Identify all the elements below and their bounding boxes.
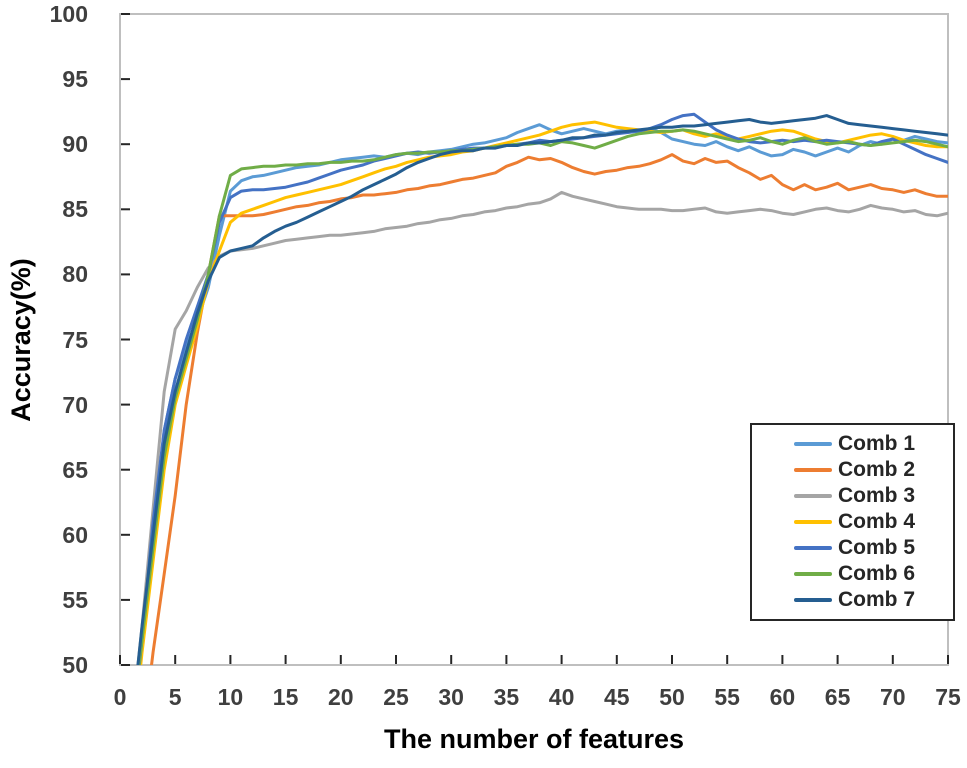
legend-swatch <box>794 598 832 602</box>
x-tick-label: 30 <box>438 684 464 710</box>
y-tick-label: 95 <box>62 66 88 93</box>
x-tick-label: 10 <box>217 684 244 710</box>
y-tick-label: 90 <box>62 131 88 158</box>
legend-item-comb-2: Comb 2 <box>794 457 953 483</box>
legend-label: Comb 2 <box>838 458 916 481</box>
y-tick-label: 70 <box>62 391 88 418</box>
legend-item-comb-3: Comb 3 <box>794 483 953 509</box>
legend-label: Comb 4 <box>838 510 916 533</box>
legend-swatch <box>794 520 832 524</box>
x-tick-label: 50 <box>659 684 685 710</box>
x-tick-label: 15 <box>272 684 299 710</box>
series-line-comb-4 <box>139 120 948 665</box>
legend-item-comb-1: Comb 1 <box>794 431 953 457</box>
legend: Comb 1 Comb 2 Comb 3 Comb 4 Comb 5 Comb 6 Comb… <box>750 423 955 621</box>
x-tick-label: 70 <box>880 684 906 710</box>
legend-item-comb-4: Comb 4 <box>794 509 953 535</box>
x-tick-label: 65 <box>824 684 851 710</box>
legend-swatch <box>794 572 832 576</box>
x-tick-label: 35 <box>493 684 520 710</box>
legend-item-comb-6: Comb 6 <box>794 561 953 587</box>
x-tick-label: 60 <box>769 684 796 710</box>
legend-label: Comb 6 <box>838 562 916 585</box>
legend-swatch <box>794 468 832 472</box>
legend-item-comb-7: Comb 7 <box>794 587 953 613</box>
x-tick-label: 20 <box>328 684 354 710</box>
series-line-comb-2 <box>150 153 948 665</box>
legend-label: Comb 7 <box>838 588 916 611</box>
x-tick-label: 55 <box>714 684 740 710</box>
x-tick-label: 40 <box>548 684 575 710</box>
x-tick-label: 5 <box>168 684 182 710</box>
legend-swatch <box>794 494 832 498</box>
y-tick-label: 50 <box>62 652 88 678</box>
x-tick-label: 75 <box>935 684 961 710</box>
y-tick-label: 100 <box>49 1 88 27</box>
plot-frame <box>119 13 949 666</box>
y-tick-label: 65 <box>62 456 88 483</box>
x-axis-title: The number of features <box>383 724 685 754</box>
y-axis-title: Accuracy(%) <box>6 258 36 422</box>
x-tick-label: 0 <box>113 684 127 710</box>
y-tick-label: 80 <box>62 261 88 288</box>
y-tick-label: 55 <box>62 586 88 613</box>
y-tick-label: 60 <box>62 521 88 548</box>
legend-swatch <box>794 546 832 550</box>
y-tick-label: 75 <box>62 326 88 353</box>
y-tick-label: 85 <box>62 196 88 223</box>
legend-label: Comb 1 <box>838 432 916 455</box>
legend-label: Comb 5 <box>838 536 916 559</box>
legend-item-comb-5: Comb 5 <box>794 535 953 561</box>
series-line-comb-7 <box>136 114 948 665</box>
legend-label: Comb 3 <box>838 484 916 507</box>
series-line-comb-3 <box>136 190 948 665</box>
legend-swatch <box>794 442 832 446</box>
x-tick-label: 45 <box>604 684 630 710</box>
series-line-comb-1 <box>137 123 948 665</box>
x-tick-label: 25 <box>383 684 409 710</box>
